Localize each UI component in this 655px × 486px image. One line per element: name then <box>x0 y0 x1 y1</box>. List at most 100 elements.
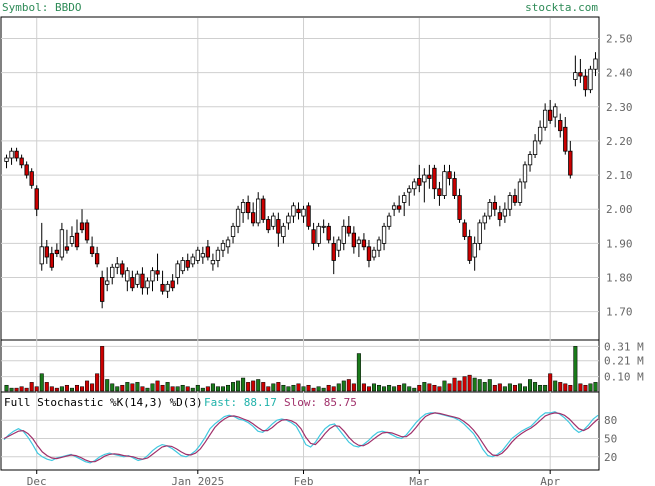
volume-bar <box>24 387 29 392</box>
volume-bar <box>437 386 442 392</box>
volume-tick-label: 0.10 M <box>604 371 644 384</box>
candle-body <box>271 215 276 227</box>
volume-bar <box>74 384 80 392</box>
volume-bar <box>9 387 14 392</box>
candle-body <box>281 225 286 237</box>
volume-bar <box>34 386 39 392</box>
slow-label: Slow: 85.75 <box>284 396 357 409</box>
volume-bar <box>49 386 54 392</box>
x-tick-label: Apr <box>540 475 560 486</box>
candle-body <box>110 266 115 278</box>
volume-bar <box>452 377 457 392</box>
volume-bar <box>492 384 497 392</box>
candle-body <box>331 242 336 261</box>
stochastic-tick-label: 20 <box>604 451 617 464</box>
candle-body <box>240 202 246 214</box>
candle-body <box>422 174 427 183</box>
candle-body <box>301 208 306 217</box>
candle-body <box>437 188 442 196</box>
volume-bar <box>371 383 377 392</box>
candle-body <box>497 212 503 220</box>
volume-bar <box>392 386 397 392</box>
stochastic-axis: 80 50 20 <box>604 414 617 464</box>
candle-body <box>165 283 170 292</box>
volume-bar <box>522 386 528 392</box>
candle-body <box>477 222 482 244</box>
volume-bar <box>417 384 422 392</box>
candle-body <box>396 205 402 210</box>
candle-body <box>150 270 155 282</box>
volume-bar <box>210 383 215 392</box>
candle-body <box>115 263 120 268</box>
volume-bar <box>19 386 24 392</box>
volume-bar <box>361 383 366 392</box>
volume-bar <box>39 373 44 392</box>
volume-bar <box>427 383 432 392</box>
volume-bar <box>573 346 578 392</box>
volume-bar <box>100 346 105 392</box>
volume-bar <box>115 386 120 392</box>
stochastic-title: Full Stochastic %K(14,3) %D(3) <box>4 396 203 409</box>
volume-bar <box>482 382 487 392</box>
candle-body <box>407 188 412 193</box>
x-tick-label: Jan 2025 <box>171 475 224 486</box>
volume-bar <box>422 382 427 392</box>
volume-bar <box>578 383 583 392</box>
candle-body <box>321 225 326 228</box>
volume-bar <box>377 384 382 392</box>
volume-axis: 0.31 M 0.21 M 0.10 M <box>604 340 644 383</box>
volume-bar <box>165 382 170 392</box>
candle-body <box>185 260 190 268</box>
volume-bar <box>276 382 281 392</box>
volume-bar <box>331 386 336 392</box>
candle-body <box>366 246 372 261</box>
volume-bar <box>553 380 558 392</box>
volume-bar <box>266 386 271 392</box>
candle-body <box>69 236 75 244</box>
candle-body <box>346 225 351 234</box>
candle-body <box>79 222 85 231</box>
volume-bar <box>543 384 548 392</box>
volume-bar <box>125 382 130 392</box>
candle-body <box>34 188 39 210</box>
volume-bar <box>351 383 356 392</box>
candle-body <box>125 270 130 282</box>
candle-body <box>563 126 568 152</box>
candle-body <box>59 229 65 258</box>
price-tick-label: 2.40 <box>606 67 633 80</box>
candle-body <box>588 68 593 91</box>
candle-body <box>452 178 457 196</box>
volume-bar <box>321 387 326 392</box>
volume-bar <box>442 380 447 392</box>
volume-bar <box>467 374 472 392</box>
candle-body <box>507 195 513 210</box>
volume-bar <box>220 386 225 392</box>
volume-bar <box>457 380 462 392</box>
candle-body <box>245 202 251 214</box>
volume-bar <box>110 383 115 392</box>
candle-body <box>522 164 528 183</box>
candle-body <box>356 239 362 244</box>
price-axis: 2.50 2.40 2.30 2.20 2.10 2.00 1.90 1.80 1.70 <box>606 32 633 318</box>
candle-body <box>542 109 548 128</box>
volume-bar <box>205 386 210 392</box>
volume-bar <box>236 380 241 392</box>
price-tick-label: 2.50 <box>606 32 633 45</box>
volume-bar <box>432 384 437 392</box>
volume-bar <box>291 384 296 392</box>
volume-bar <box>14 387 19 392</box>
candle-body <box>180 260 185 272</box>
volume-bar <box>487 379 492 392</box>
candle-body <box>44 246 49 258</box>
candle-body <box>578 72 583 77</box>
candle-body <box>251 212 256 224</box>
volume-bar <box>44 382 49 392</box>
candle-body <box>145 280 150 289</box>
candle-body <box>402 195 407 203</box>
volume-bar <box>145 387 150 392</box>
candle-body <box>266 219 271 231</box>
candle-body <box>412 181 417 190</box>
candle-body <box>24 164 29 176</box>
volume-bar <box>366 386 371 392</box>
volume-bar <box>64 384 69 392</box>
